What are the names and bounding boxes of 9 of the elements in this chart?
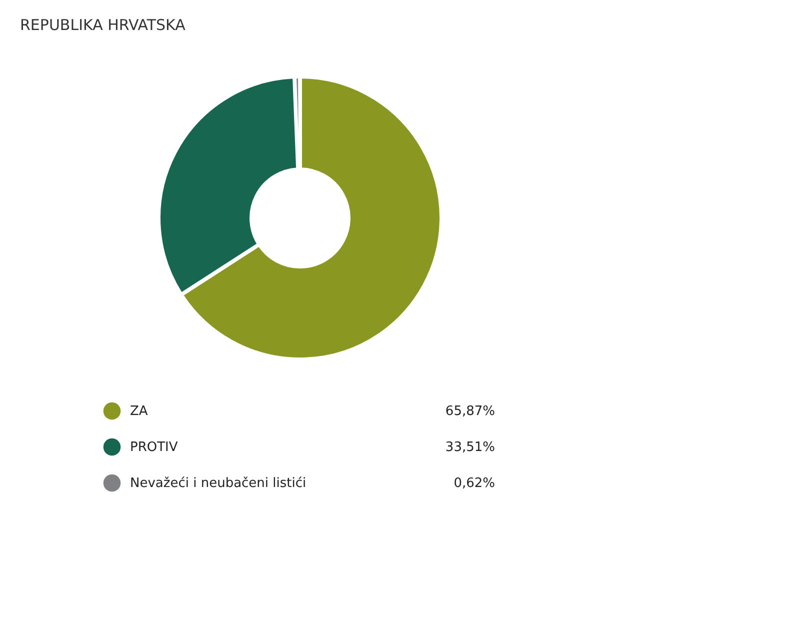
data-label: 0,62% xyxy=(454,476,495,491)
donut-slice xyxy=(182,78,440,358)
legend-label: Nevažeći i neubačeni listići xyxy=(130,476,306,491)
data-label: 33,51% xyxy=(445,440,495,455)
legend-label: ZA xyxy=(130,404,148,419)
data-label: 65,87% xyxy=(445,404,495,419)
chart-title: REPUBLIKA HRVATSKA xyxy=(20,16,186,34)
legend-label: PROTIV xyxy=(130,440,178,455)
donut-slice xyxy=(160,78,298,294)
